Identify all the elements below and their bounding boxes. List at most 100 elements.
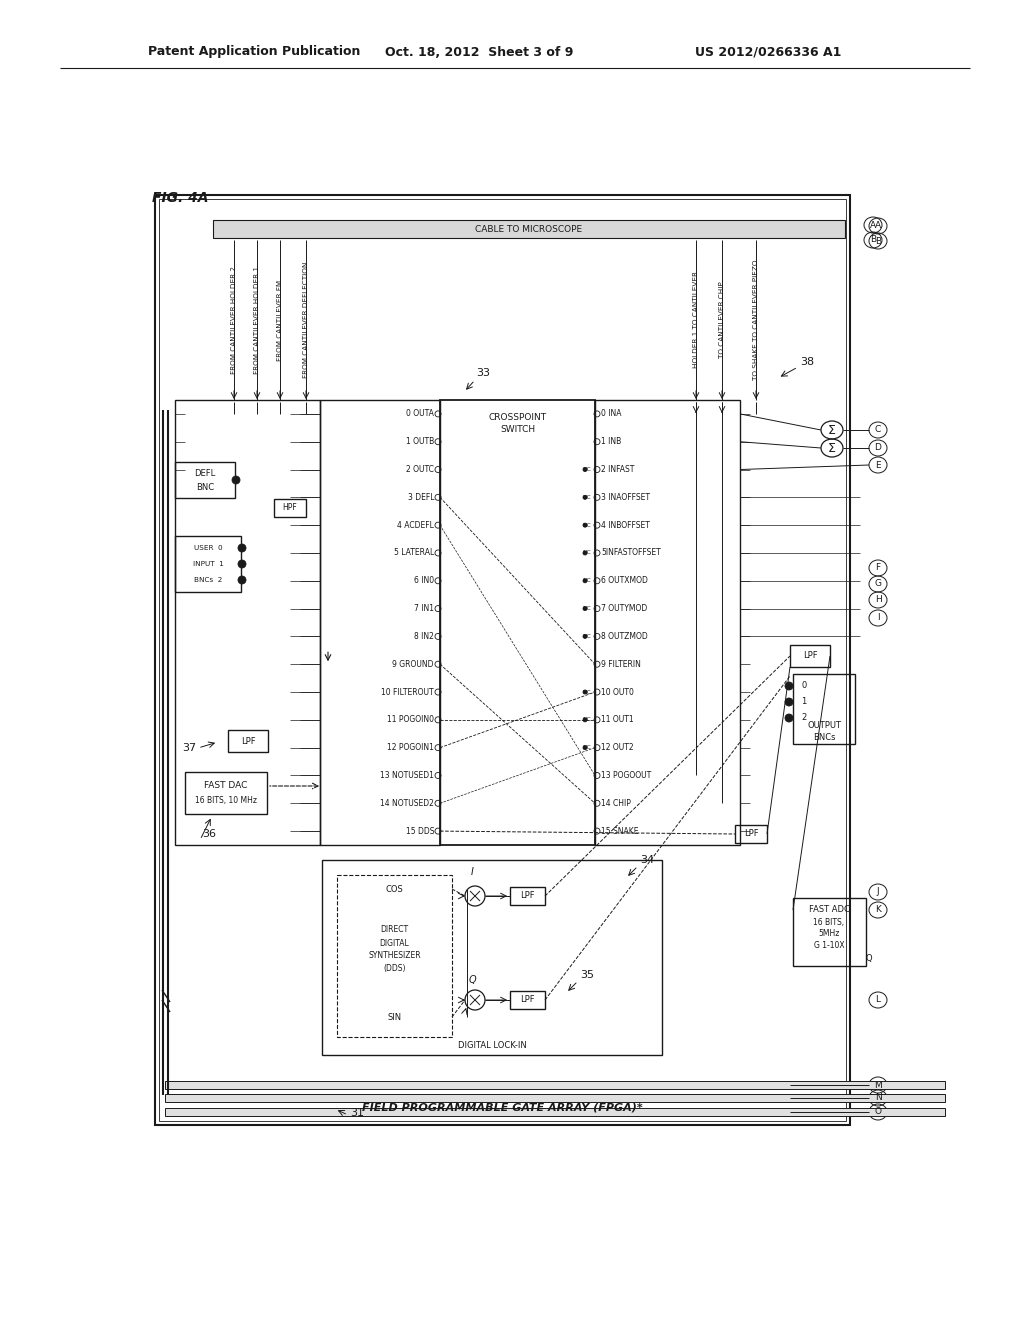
Text: NC: NC bbox=[583, 717, 591, 722]
Text: B: B bbox=[874, 236, 881, 246]
Bar bbox=[274, 499, 306, 517]
Text: G 1-10X: G 1-10X bbox=[814, 941, 845, 950]
Ellipse shape bbox=[785, 714, 793, 722]
Text: 0: 0 bbox=[801, 681, 806, 690]
Text: 1 OUTB: 1 OUTB bbox=[406, 437, 434, 446]
Bar bbox=[319, 400, 440, 845]
Text: NC: NC bbox=[583, 689, 591, 694]
Text: 34: 34 bbox=[640, 855, 654, 865]
Text: A: A bbox=[870, 220, 877, 230]
Text: DIRECT: DIRECT bbox=[381, 925, 409, 935]
Ellipse shape bbox=[583, 523, 587, 527]
Text: K: K bbox=[876, 906, 881, 915]
Text: 37: 37 bbox=[182, 743, 197, 752]
Bar bbox=[175, 536, 241, 591]
Bar bbox=[337, 875, 452, 1038]
Text: NC: NC bbox=[583, 495, 591, 500]
Bar bbox=[175, 462, 234, 498]
Bar bbox=[165, 1094, 945, 1102]
Text: FAST ADC: FAST ADC bbox=[809, 906, 850, 915]
Text: US 2012/0266336 A1: US 2012/0266336 A1 bbox=[695, 45, 842, 58]
Text: 11 OUT1: 11 OUT1 bbox=[601, 715, 634, 725]
Text: Σ: Σ bbox=[828, 441, 836, 454]
Ellipse shape bbox=[238, 560, 246, 568]
Text: 16 BITS,: 16 BITS, bbox=[813, 917, 845, 927]
Text: O: O bbox=[874, 1107, 882, 1117]
Bar bbox=[322, 861, 662, 1055]
Text: COS: COS bbox=[386, 884, 403, 894]
Bar bbox=[159, 199, 846, 1121]
Text: DIGITAL LOCK-IN: DIGITAL LOCK-IN bbox=[458, 1041, 526, 1051]
Bar bbox=[793, 898, 866, 966]
Text: (DDS): (DDS) bbox=[383, 965, 406, 974]
Ellipse shape bbox=[583, 550, 587, 554]
Text: A: A bbox=[874, 222, 881, 231]
Ellipse shape bbox=[238, 544, 246, 552]
Ellipse shape bbox=[232, 477, 240, 484]
Text: FIELD PROGRAMMABLE GATE ARRAY (FPGA)*: FIELD PROGRAMMABLE GATE ARRAY (FPGA)* bbox=[362, 1102, 643, 1111]
Ellipse shape bbox=[238, 576, 246, 583]
Text: 9 GROUND: 9 GROUND bbox=[392, 660, 434, 669]
Text: BNC: BNC bbox=[196, 483, 214, 491]
Text: 7 IN1: 7 IN1 bbox=[414, 605, 434, 612]
Text: CROSSPOINT: CROSSPOINT bbox=[488, 412, 547, 421]
Text: NC: NC bbox=[583, 746, 591, 750]
Text: LPF: LPF bbox=[241, 737, 255, 746]
Text: DIGITAL: DIGITAL bbox=[380, 939, 410, 948]
Text: Σ: Σ bbox=[828, 424, 836, 437]
Text: 14 CHIP: 14 CHIP bbox=[601, 799, 631, 808]
Text: J: J bbox=[877, 887, 880, 896]
Ellipse shape bbox=[583, 495, 587, 499]
Text: BNCs: BNCs bbox=[813, 733, 836, 742]
Text: 38: 38 bbox=[800, 356, 814, 367]
Text: 12 POGOIN1: 12 POGOIN1 bbox=[387, 743, 434, 752]
Text: NC: NC bbox=[583, 634, 591, 639]
Bar bbox=[595, 400, 740, 845]
Text: LPF: LPF bbox=[520, 995, 535, 1005]
Text: 8 IN2: 8 IN2 bbox=[414, 632, 434, 642]
Text: 3 DEFL: 3 DEFL bbox=[408, 492, 434, 502]
Text: HOLDER 1 TO CANTILEVER: HOLDER 1 TO CANTILEVER bbox=[693, 272, 699, 368]
Text: SIN: SIN bbox=[387, 1012, 401, 1022]
Text: LPF: LPF bbox=[803, 652, 817, 660]
Text: FIG. 4A: FIG. 4A bbox=[152, 191, 209, 205]
Text: C: C bbox=[874, 425, 881, 434]
Text: 0 OUTA: 0 OUTA bbox=[407, 409, 434, 418]
Bar bbox=[510, 887, 545, 906]
Bar bbox=[155, 195, 850, 1125]
Text: OUTPUT: OUTPUT bbox=[807, 722, 841, 730]
Text: I: I bbox=[877, 614, 880, 623]
Bar bbox=[175, 400, 319, 845]
Text: 15 DDS: 15 DDS bbox=[406, 826, 434, 836]
Ellipse shape bbox=[583, 718, 587, 722]
Text: 16 BITS, 10 MHz: 16 BITS, 10 MHz bbox=[195, 796, 257, 804]
Text: 33: 33 bbox=[476, 368, 490, 378]
Bar bbox=[790, 645, 830, 667]
Text: M: M bbox=[874, 1081, 882, 1089]
Text: 5 LATERAL: 5 LATERAL bbox=[394, 549, 434, 557]
Text: G: G bbox=[874, 579, 882, 589]
Ellipse shape bbox=[583, 635, 587, 639]
Text: 31: 31 bbox=[350, 1107, 364, 1118]
Text: 10 FILTEROUT: 10 FILTEROUT bbox=[381, 688, 434, 697]
Ellipse shape bbox=[583, 607, 587, 611]
Text: FROM CANTILEVER DEFLECTION: FROM CANTILEVER DEFLECTION bbox=[303, 261, 309, 379]
Text: FROM CANTILEVER HOLDER 1: FROM CANTILEVER HOLDER 1 bbox=[254, 267, 260, 374]
Text: B: B bbox=[870, 235, 877, 244]
Text: NC: NC bbox=[583, 523, 591, 528]
Text: H: H bbox=[874, 595, 882, 605]
Text: 1: 1 bbox=[801, 697, 806, 706]
Text: SYNTHESIZER: SYNTHESIZER bbox=[369, 952, 421, 961]
Text: USER  0: USER 0 bbox=[194, 545, 222, 550]
Text: 5INFASTOFFSET: 5INFASTOFFSET bbox=[601, 549, 660, 557]
Text: FROM CANTILEVER FM: FROM CANTILEVER FM bbox=[278, 280, 283, 360]
Text: 9 FILTERIN: 9 FILTERIN bbox=[601, 660, 641, 669]
Text: NC: NC bbox=[583, 467, 591, 473]
Text: 2: 2 bbox=[801, 714, 806, 722]
Ellipse shape bbox=[583, 578, 587, 583]
Text: LPF: LPF bbox=[520, 891, 535, 900]
Text: LPF: LPF bbox=[743, 829, 759, 838]
Bar bbox=[213, 220, 845, 238]
Text: FROM CANTILEVER HOLDER 2: FROM CANTILEVER HOLDER 2 bbox=[231, 267, 237, 374]
Bar bbox=[165, 1107, 945, 1115]
